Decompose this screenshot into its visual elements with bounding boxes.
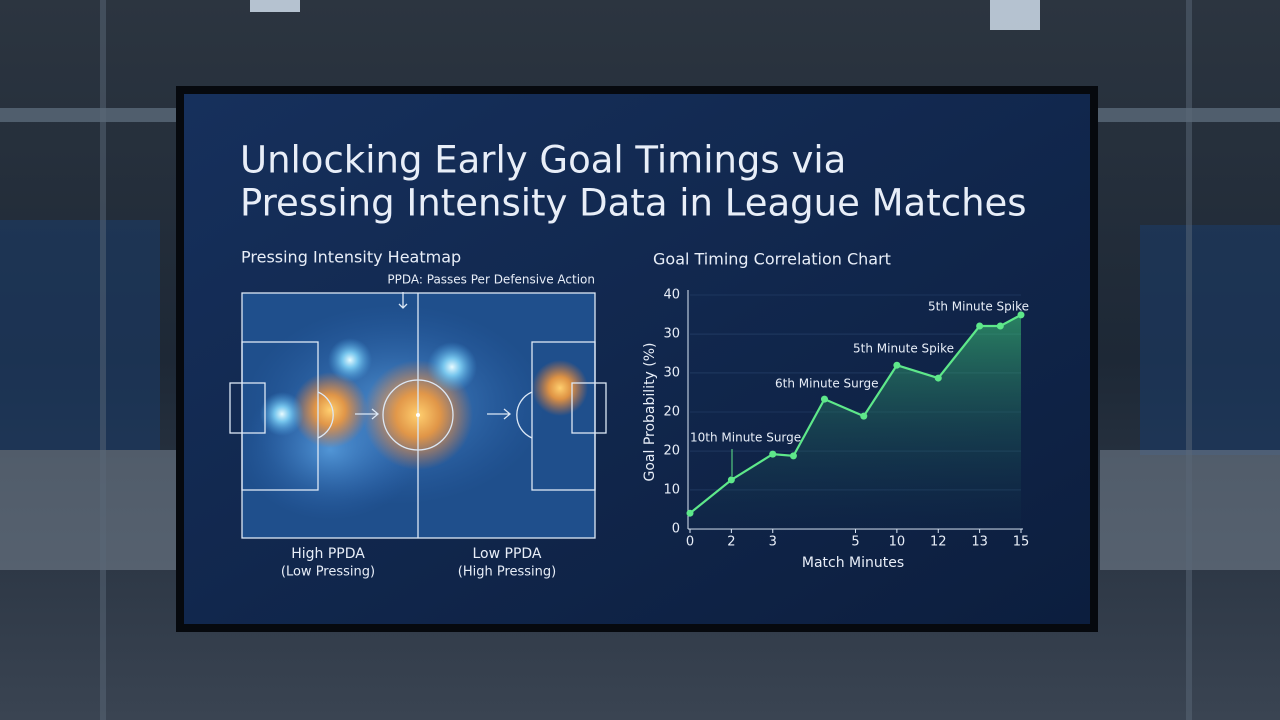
heatmap-label: High PPDA: [291, 546, 365, 562]
goal-box: [571, 382, 607, 434]
x-tick-label: 13: [971, 535, 988, 550]
y-tick-label: 30: [663, 327, 680, 342]
point: [769, 450, 777, 458]
x-tick-label: 15: [1013, 535, 1030, 550]
annotation: 5th Minute Spike: [928, 300, 1029, 314]
background-monitor: [0, 220, 160, 450]
annotation: 5th Minute Spike: [853, 342, 954, 356]
y-axis-label: Goal Probability (%): [642, 342, 658, 481]
point: [860, 412, 868, 420]
heat-hotspot: [292, 372, 368, 448]
point: [996, 322, 1004, 330]
heatmap-note: PPDA: Passes Per Defensive Action: [387, 273, 595, 287]
heatmap-sublabel: (Low Pressing): [281, 565, 375, 580]
heatmap-title: Pressing Intensity Heatmap: [241, 248, 461, 267]
point: [789, 452, 797, 460]
penalty-arc: [516, 391, 533, 439]
y-tick-label: 20: [663, 444, 680, 459]
y-tick-label: 40: [663, 288, 680, 303]
point: [1017, 311, 1025, 319]
flow-arrow: [355, 408, 380, 420]
x-tick-label: 2: [727, 535, 735, 550]
x-tick-label: 10: [889, 535, 906, 550]
heat-hotspot: [328, 338, 372, 382]
penalty-box: [531, 341, 596, 491]
y-tick-label: 0: [672, 522, 680, 537]
background-desk: [0, 450, 180, 570]
x-axis-label: Match Minutes: [802, 555, 904, 571]
pitch: [229, 292, 607, 539]
ceiling-light: [250, 0, 300, 12]
slide-title-line: Unlocking Early Goal Timings via: [240, 139, 846, 182]
point: [686, 509, 694, 517]
point: [934, 374, 942, 382]
center-circle: [382, 379, 454, 451]
y-tick-label: 20: [663, 405, 680, 420]
heat-hotspot: [260, 392, 304, 436]
point: [976, 322, 984, 330]
heatmap-sublabel: (High Pressing): [458, 565, 556, 580]
x-tick-label: 5: [851, 535, 859, 550]
point: [727, 476, 735, 484]
x-tick-label: 0: [686, 535, 694, 550]
goal-box: [229, 382, 266, 434]
heat-hotspot: [532, 360, 588, 416]
point: [820, 395, 828, 403]
heat-hotspot: [427, 342, 477, 392]
y-tick-label: 10: [663, 482, 680, 497]
heatmap-label: Low PPDA: [472, 546, 541, 562]
annotation: 10th Minute Surge: [690, 431, 801, 445]
y-tick-label: 30: [663, 365, 680, 380]
ceiling-light: [990, 0, 1040, 30]
note-arrow: [398, 292, 408, 309]
x-tick-label: 3: [769, 535, 777, 550]
background-monitor: [1140, 225, 1280, 455]
center-spot: [416, 413, 420, 417]
chart-title: Goal Timing Correlation Chart: [653, 250, 891, 269]
annotation: 6th Minute Surge: [775, 377, 879, 391]
flow-arrow: [487, 408, 512, 420]
x-tick-label: 12: [930, 535, 947, 550]
penalty-arc: [317, 391, 334, 439]
slide-title-line: Pressing Intensity Data in League Matche…: [240, 182, 1027, 225]
glass-frame: [1186, 0, 1192, 720]
plot-area: 0 10 20 20 30 30 40 0 2 3 5 10 12 13 15 10th Minute Sur…: [663, 288, 1029, 550]
line-area: [690, 314, 1021, 529]
point: [893, 361, 901, 369]
penalty-box: [241, 341, 319, 491]
glass-frame: [100, 0, 106, 720]
